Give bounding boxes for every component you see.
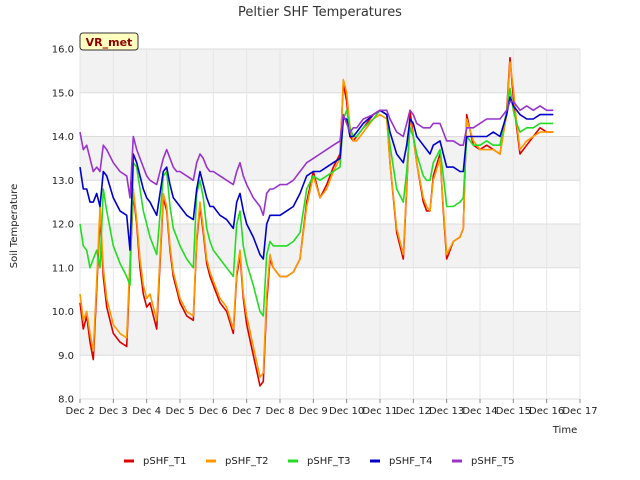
y-tick-label: 14.0 xyxy=(52,132,74,143)
series-line-pSHF_T3 xyxy=(79,87,554,317)
legend-item-pSHF_T2: pSHF_T2 xyxy=(206,456,268,467)
site-tag-label: VR_met xyxy=(86,36,133,49)
legend-label: pSHF_T4 xyxy=(389,456,432,467)
grid xyxy=(79,48,581,400)
legend-item-pSHF_T1: pSHF_T1 xyxy=(124,456,186,467)
legend-item-pSHF_T5: pSHF_T5 xyxy=(452,456,514,467)
y-tick-label: 13.0 xyxy=(52,176,74,187)
legend-item-pSHF_T3: pSHF_T3 xyxy=(288,456,350,467)
y-tick-label: 10.0 xyxy=(52,307,74,318)
site-tag: VR_met xyxy=(79,32,139,51)
x-tick-label: Dec 13 xyxy=(429,406,464,417)
y-axis-label: Soil Temperature xyxy=(9,184,20,269)
y-tick-label: 12.0 xyxy=(52,220,74,231)
series-line-pSHF_T2 xyxy=(79,61,554,378)
x-tick-label: Dec 12 xyxy=(396,406,431,417)
legend-label: pSHF_T5 xyxy=(471,456,514,467)
x-tick-label: Dec 7 xyxy=(232,406,261,417)
series-line-pSHF_T5 xyxy=(79,100,554,217)
x-tick-label: Dec 16 xyxy=(529,406,564,417)
ticks: 8.0 9.0 10.0 11.0 12.0 13.0 14.0 15.0 16.0 Dec 2 D… xyxy=(52,45,598,418)
x-tick-label: Dec 5 xyxy=(166,406,195,417)
legend: pSHF_T1 pSHF_T2 pSHF_T3 pSHF_T4 pSHF_T5 xyxy=(124,456,514,467)
chart-title: Peltier SHF Temperatures xyxy=(238,5,402,20)
legend-label: pSHF_T2 xyxy=(225,456,268,467)
series-line-pSHF_T4 xyxy=(79,96,554,260)
x-tick-label: Dec 3 xyxy=(99,406,128,417)
x-tick-label: Dec 6 xyxy=(199,406,228,417)
y-tick-label: 15.0 xyxy=(52,88,74,99)
y-tick-label: 8.0 xyxy=(58,395,74,406)
x-tick-label: Dec 10 xyxy=(329,406,364,417)
series-group xyxy=(79,56,554,387)
x-tick-label: Dec 4 xyxy=(132,406,161,417)
x-tick-label: Dec 17 xyxy=(562,406,597,417)
x-tick-label: Dec 15 xyxy=(496,406,531,417)
plot-band xyxy=(80,49,580,93)
x-tick-label: Dec 9 xyxy=(299,406,328,417)
x-axis-label: Time xyxy=(552,425,577,436)
legend-label: pSHF_T3 xyxy=(307,456,350,467)
x-tick-label: Dec 11 xyxy=(362,406,397,417)
plot-band xyxy=(80,311,580,356)
plot-band xyxy=(80,224,580,268)
legend-item-pSHF_T4: pSHF_T4 xyxy=(370,456,432,467)
x-tick-label: Dec 14 xyxy=(462,406,497,417)
y-tick-label: 11.0 xyxy=(52,263,74,274)
legend-label: pSHF_T1 xyxy=(143,456,186,467)
y-tick-label: 16.0 xyxy=(52,45,74,56)
site-tag-box xyxy=(79,32,139,51)
x-tick-label: Dec 8 xyxy=(266,406,295,417)
x-tick-label: Dec 2 xyxy=(66,406,95,417)
y-tick-label: 9.0 xyxy=(58,351,74,362)
